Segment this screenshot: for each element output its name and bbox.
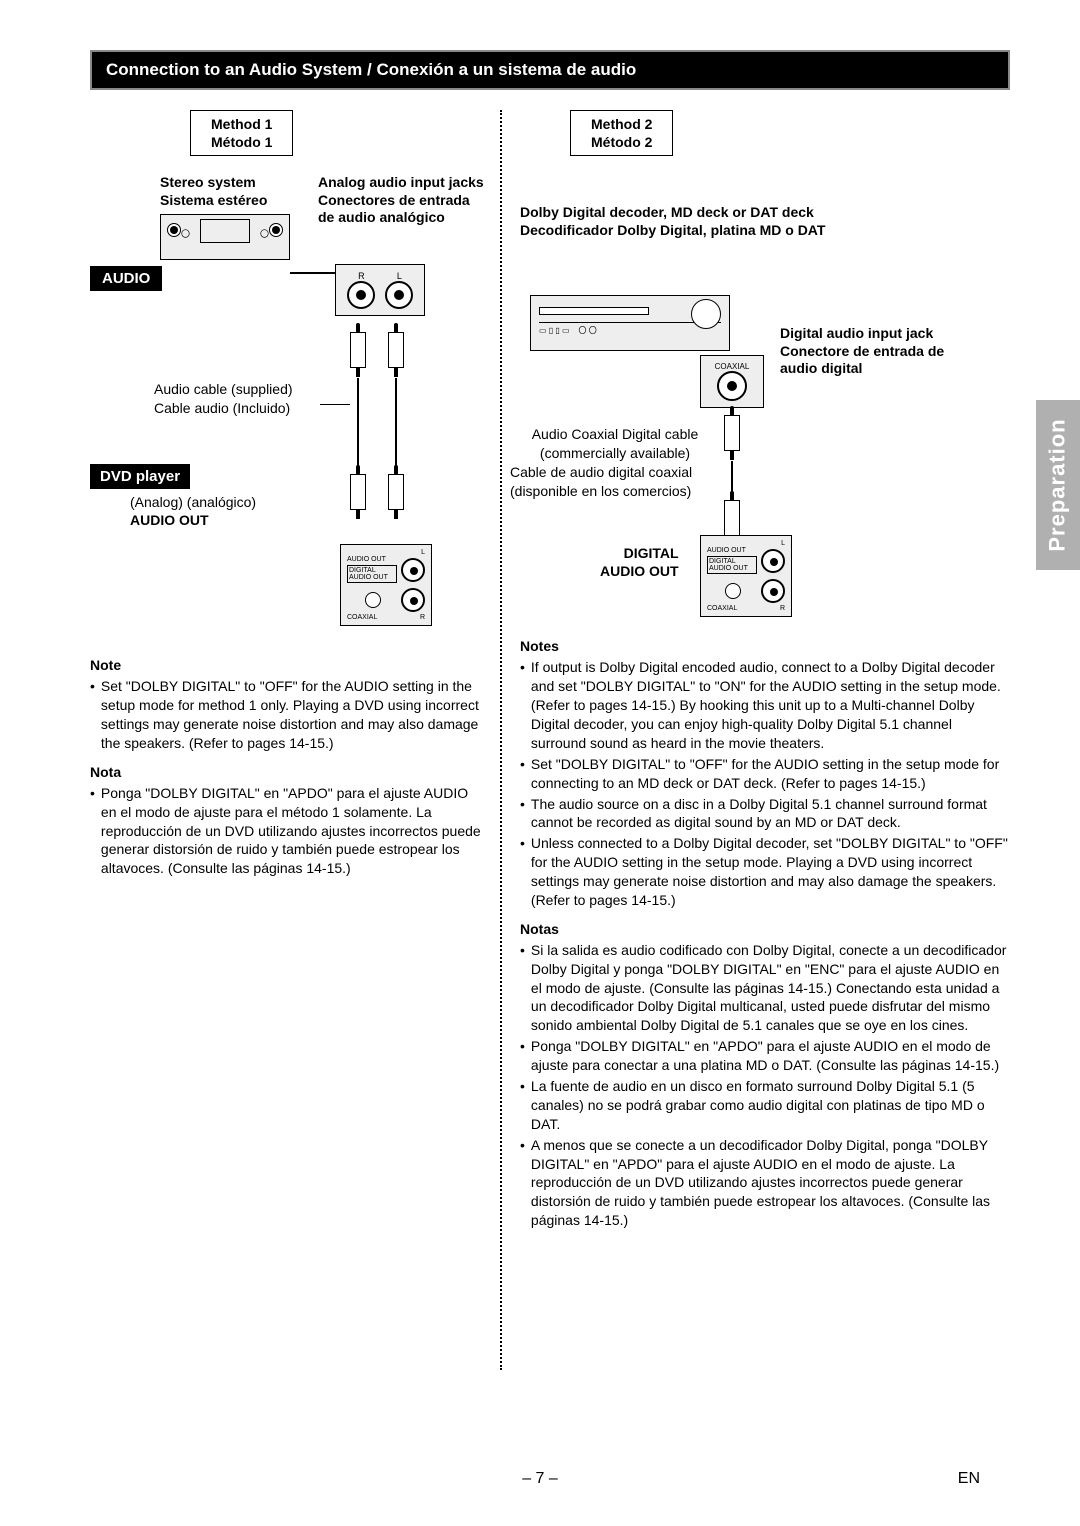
- digital-jack-label: Digital audio input jack Conectore de en…: [780, 325, 960, 378]
- method2-title: Method 2 Método 2: [570, 110, 673, 156]
- plug-icon: [388, 474, 404, 510]
- cable-label: Audio cable (supplied) Cable audio (Incl…: [154, 380, 293, 416]
- digital-jack-box: COAXIAL: [700, 355, 764, 408]
- page-number: – 7 –: [522, 1470, 558, 1488]
- stereo-label: Stereo system Sistema estéreo: [160, 174, 267, 209]
- analog-jack-label: Analog audio input jacks Conectores de e…: [318, 174, 488, 227]
- dvd-output-box: L AUDIO OUT DIGITAL AUDIO OUT COAXIALR: [340, 544, 432, 626]
- section-header: Connection to an Audio System / Conexión…: [90, 50, 1010, 90]
- dvd-badge: DVD player: [90, 464, 190, 489]
- decoder-icon: ▭ ▯ ▯ ▭ 〇 〇: [530, 295, 730, 351]
- cable-label: Audio Coaxial Digital cable (commerciall…: [520, 425, 710, 461]
- plug-icon: [350, 474, 366, 510]
- method1-notes: Note Set "DOLBY DIGITAL" to "OFF" for th…: [90, 656, 482, 878]
- method2-notes: Notes If output is Dolby Digital encoded…: [520, 637, 1010, 1230]
- cable-label-es: Cable de audio digital coaxial (disponib…: [510, 463, 720, 499]
- audio-out-label: (Analog) (analógico) AUDIO OUT: [130, 494, 256, 529]
- stereo-system-icon: 〇 〇: [160, 214, 290, 260]
- method2-diagram: ▭ ▯ ▯ ▭ 〇 〇 COAXIAL Digital audio input …: [520, 245, 1010, 625]
- list-item: La fuente de audio en un disco en format…: [520, 1077, 1010, 1134]
- decoder-label: Dolby Digital decoder, MD deck or DAT de…: [520, 204, 1010, 239]
- audio-badge: AUDIO: [90, 266, 162, 291]
- method1-column: Method 1 Método 1 Stereo system Sistema …: [90, 110, 500, 1370]
- list-item: A menos que se conecte a un decodificado…: [520, 1136, 1010, 1230]
- analog-jack-box: RL: [335, 264, 425, 316]
- list-item: Unless connected to a Dolby Digital deco…: [520, 834, 1010, 910]
- list-item: The audio source on a disc in a Dolby Di…: [520, 795, 1010, 833]
- side-tab: Preparation: [1036, 400, 1080, 570]
- plug-icon: [724, 415, 740, 451]
- plug-icon: [388, 332, 404, 368]
- method1-diagram: Stereo system Sistema estéreo Analog aud…: [90, 174, 482, 644]
- method1-title: Method 1 Método 1: [190, 110, 293, 156]
- list-item: If output is Dolby Digital encoded audio…: [520, 658, 1010, 752]
- method2-column: Method 2 Método 2 Dolby Digital decoder,…: [502, 110, 1010, 1370]
- list-item: Ponga "DOLBY DIGITAL" en "APDO" para el …: [520, 1037, 1010, 1075]
- plug-icon: [724, 500, 740, 536]
- page-lang: EN: [958, 1470, 980, 1488]
- digital-out-label: DIGITALAUDIO OUT: [600, 545, 679, 580]
- list-item: Set "DOLBY DIGITAL" to "OFF" for the AUD…: [520, 755, 1010, 793]
- dvd-output-box: L AUDIO OUT DIGITAL AUDIO OUT COAXIALR: [700, 535, 792, 617]
- plug-icon: [350, 332, 366, 368]
- list-item: Si la salida es audio codificado con Dol…: [520, 941, 1010, 1035]
